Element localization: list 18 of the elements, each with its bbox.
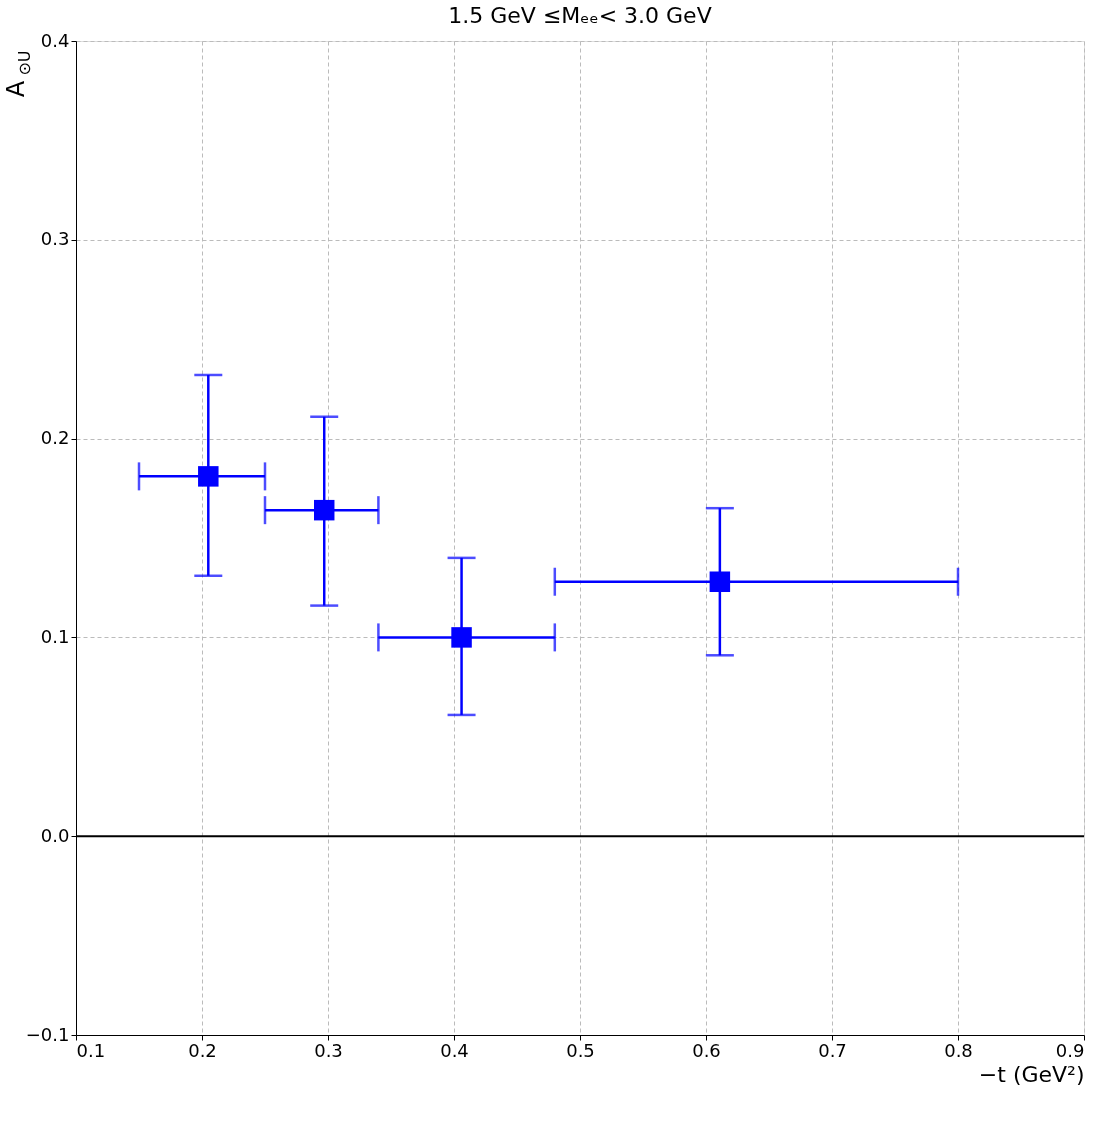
x-tick-label: 0.5 — [566, 1039, 595, 1061]
y-tick-label: 0.1 — [40, 625, 70, 647]
x-tick-label: 0.7 — [818, 1039, 847, 1061]
x-tick-label: 0.4 — [440, 1039, 469, 1061]
x-tick-label: 0.9 — [1055, 1039, 1085, 1061]
y-tick-label: 0.0 — [40, 824, 70, 846]
y-tick-label: 0.2 — [40, 427, 70, 449]
x-axis-title: −t (GeV²) — [978, 1061, 1085, 1087]
x-tick-label: 0.3 — [314, 1039, 343, 1061]
y-axis-title: A⊙U — [2, 50, 34, 98]
y-tick-label: 0.3 — [40, 228, 70, 250]
x-tick-label: 0.8 — [944, 1039, 973, 1061]
x-tick-label: 0.2 — [188, 1039, 217, 1061]
chart-title: 1.5 GeV ≤Mₑₑ< 3.0 GeV — [448, 3, 712, 28]
x-tick-label: 0.1 — [76, 1039, 106, 1061]
y-tick-label: −0.1 — [25, 1023, 70, 1045]
x-tick-label: 0.6 — [692, 1039, 721, 1061]
y-tick-label: 0.4 — [40, 29, 70, 51]
